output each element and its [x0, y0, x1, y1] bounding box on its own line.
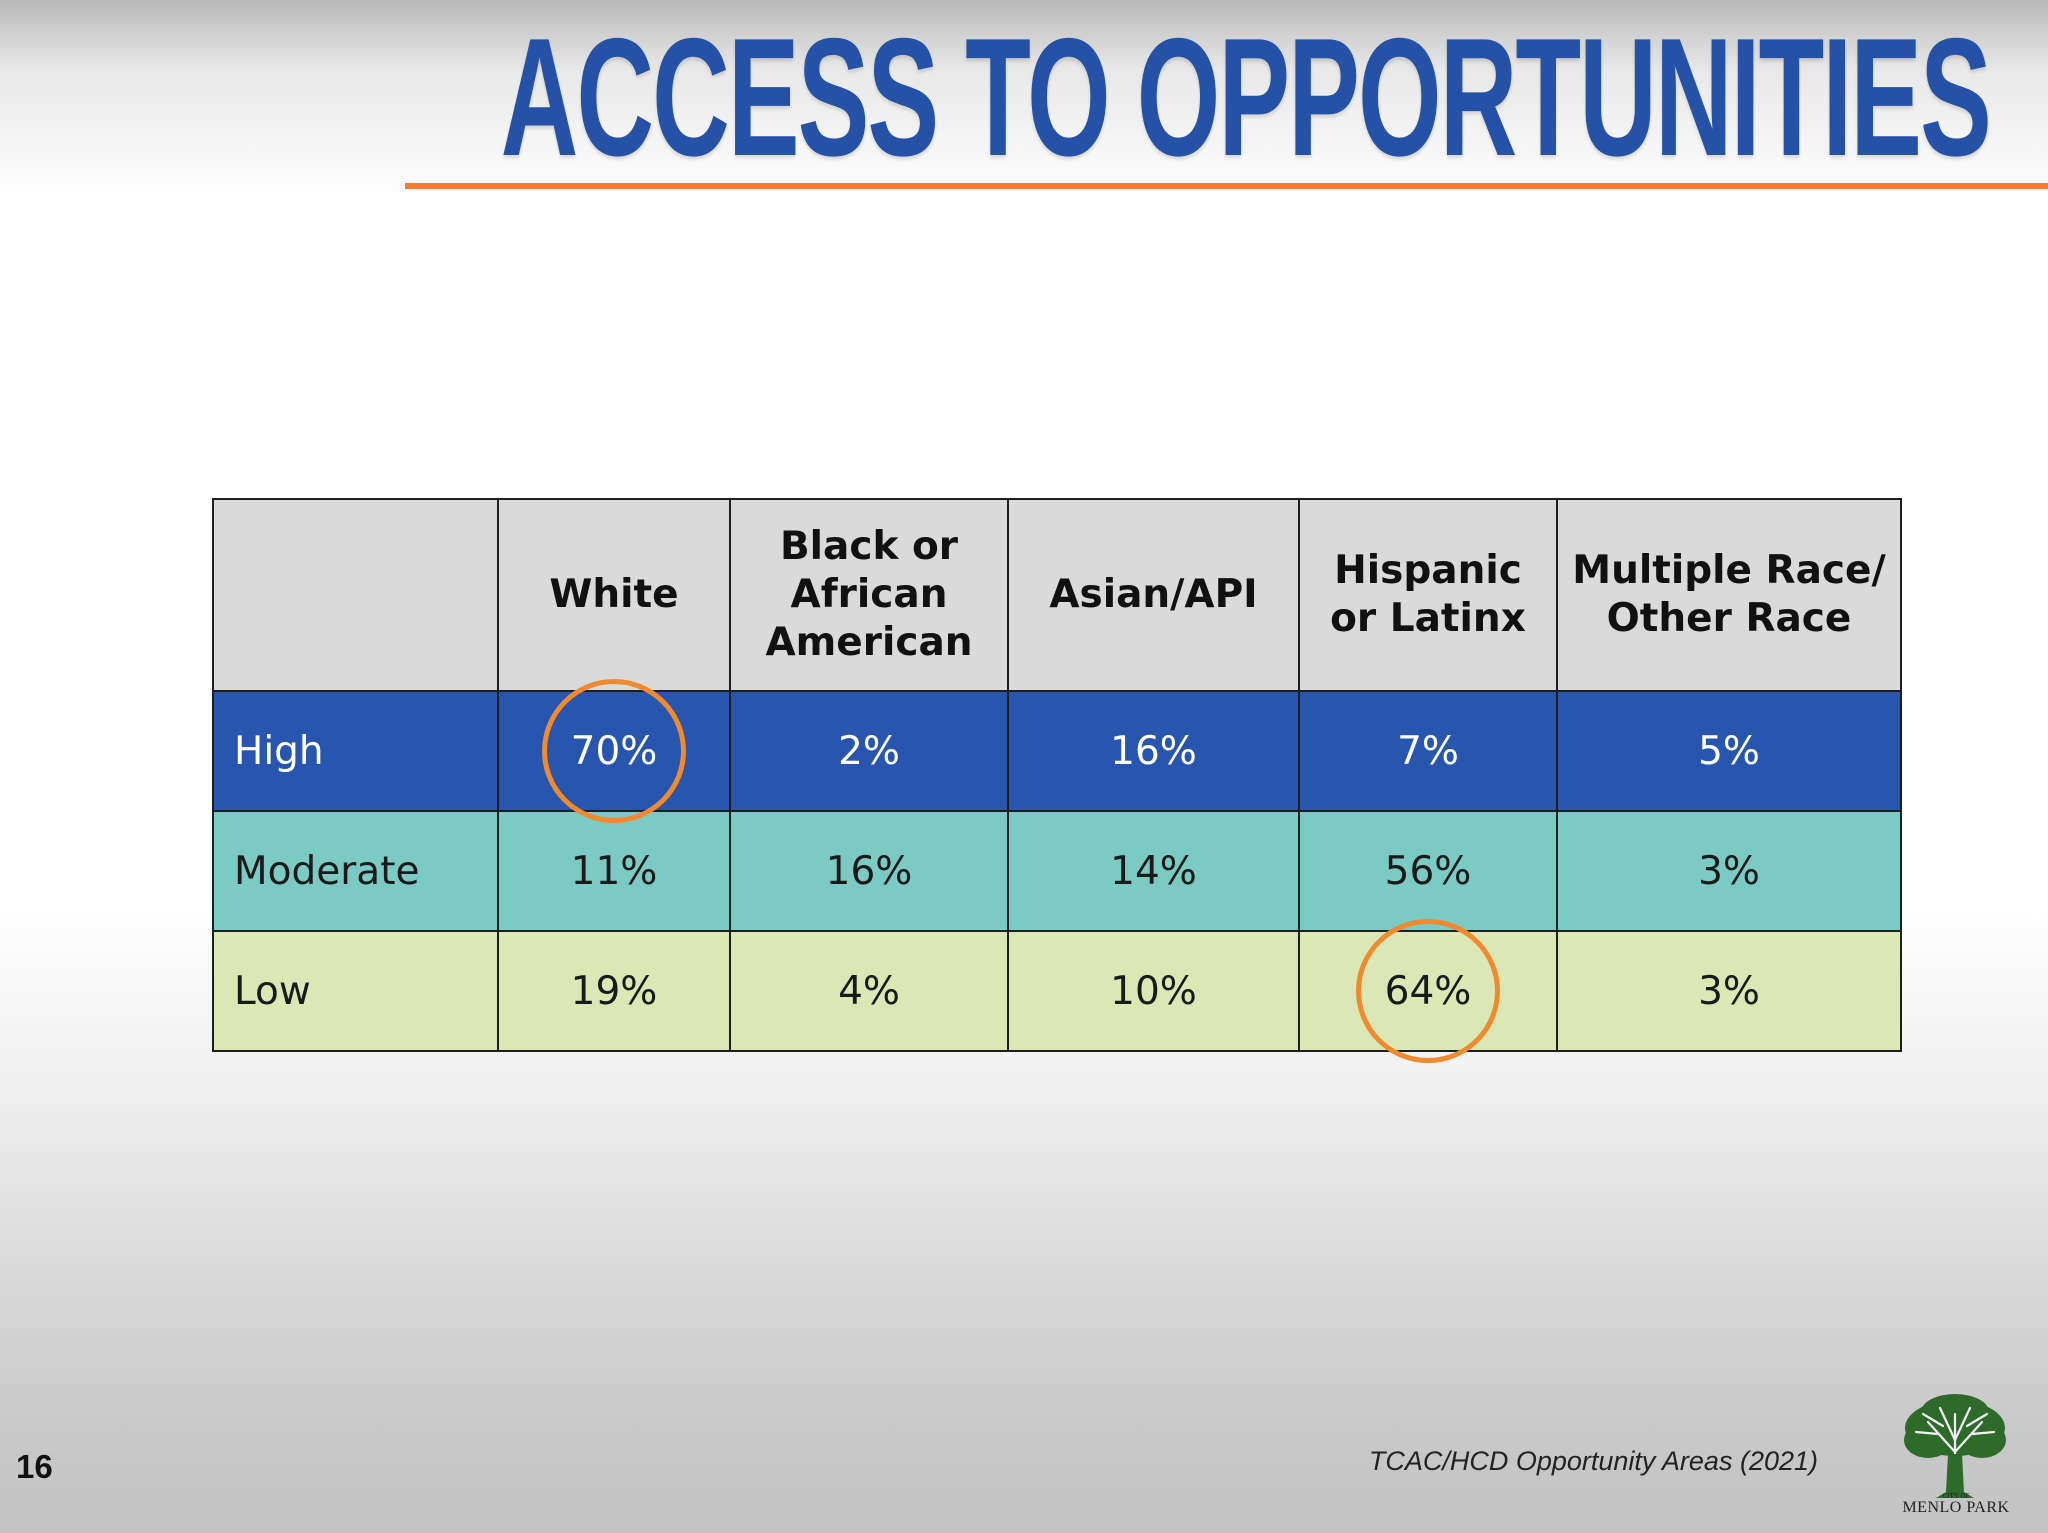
header-multi: Multiple Race/ Other Race — [1556, 498, 1902, 692]
header-multi-line2: Other Race — [1606, 596, 1852, 641]
slide-title: ACCESS TO OPPORTUNITIES — [500, 3, 1992, 191]
header-hispanic-line1: Hispanic — [1334, 548, 1522, 593]
cell-low-black: 4% — [729, 930, 1009, 1052]
header-black-line3: American — [765, 620, 973, 665]
table-row-moderate: Moderate 11% 16% 14% 56% 3% — [212, 810, 1902, 932]
title-underline — [405, 183, 2048, 189]
cell-high-hispanic: 7% — [1298, 690, 1558, 812]
highlighted-value-wrap: 70% — [542, 679, 686, 823]
header-black-line2: African — [790, 572, 948, 617]
cell-low-white: 19% — [497, 930, 731, 1052]
header-asian: Asian/API — [1007, 498, 1300, 692]
header-hispanic-line2: or Latinx — [1330, 596, 1526, 641]
header-blank — [212, 498, 499, 692]
cell-moderate-hispanic: 56% — [1298, 810, 1558, 932]
cell-low-hispanic-value: 64% — [1384, 968, 1472, 1014]
cell-high-asian: 16% — [1007, 690, 1300, 812]
cell-moderate-multi: 3% — [1556, 810, 1902, 932]
table-row-high: High 70% 2% 16% 7% 5% — [212, 679, 1902, 823]
slide-number: 16 — [16, 1448, 53, 1485]
header-hispanic: Hispanic or Latinx — [1298, 498, 1558, 692]
source-citation: TCAC/HCD Opportunity Areas (2021) — [1368, 1446, 1818, 1476]
row-label-low: Low — [212, 930, 499, 1052]
header-white: White — [497, 498, 731, 692]
cell-high-multi: 5% — [1556, 690, 1902, 812]
cell-high-black: 2% — [729, 690, 1009, 812]
cell-moderate-black: 16% — [729, 810, 1009, 932]
header-multi-line1: Multiple Race/ — [1572, 548, 1886, 593]
logo-caption: CITY OF MENLO PARK — [1896, 1493, 2016, 1516]
cell-moderate-white: 11% — [497, 810, 731, 932]
row-label-moderate: Moderate — [212, 810, 499, 932]
cell-high-white: 70% — [497, 679, 731, 823]
header-black: Black or African American — [729, 498, 1009, 692]
header-black-line1: Black or — [779, 524, 959, 569]
cell-high-white-value: 70% — [570, 728, 658, 774]
highlighted-value-wrap: 64% — [1356, 919, 1500, 1063]
cell-moderate-asian: 14% — [1007, 810, 1300, 932]
cell-low-asian: 10% — [1007, 930, 1300, 1052]
row-label-high: High — [212, 690, 499, 812]
menlo-park-tree-logo-icon — [1904, 1394, 2006, 1498]
table-header-row: White Black or African American Asian/AP… — [212, 498, 1902, 692]
logo-caption-small: CITY OF — [1942, 1492, 1970, 1500]
logo-caption-big: MENLO PARK — [1902, 1499, 2010, 1516]
cell-low-multi: 3% — [1556, 930, 1902, 1052]
table-row-low: Low 19% 4% 10% 64% 3% — [212, 919, 1902, 1063]
cell-low-hispanic: 64% — [1298, 919, 1558, 1063]
opportunity-table: White Black or African American Asian/AP… — [212, 498, 1902, 1063]
